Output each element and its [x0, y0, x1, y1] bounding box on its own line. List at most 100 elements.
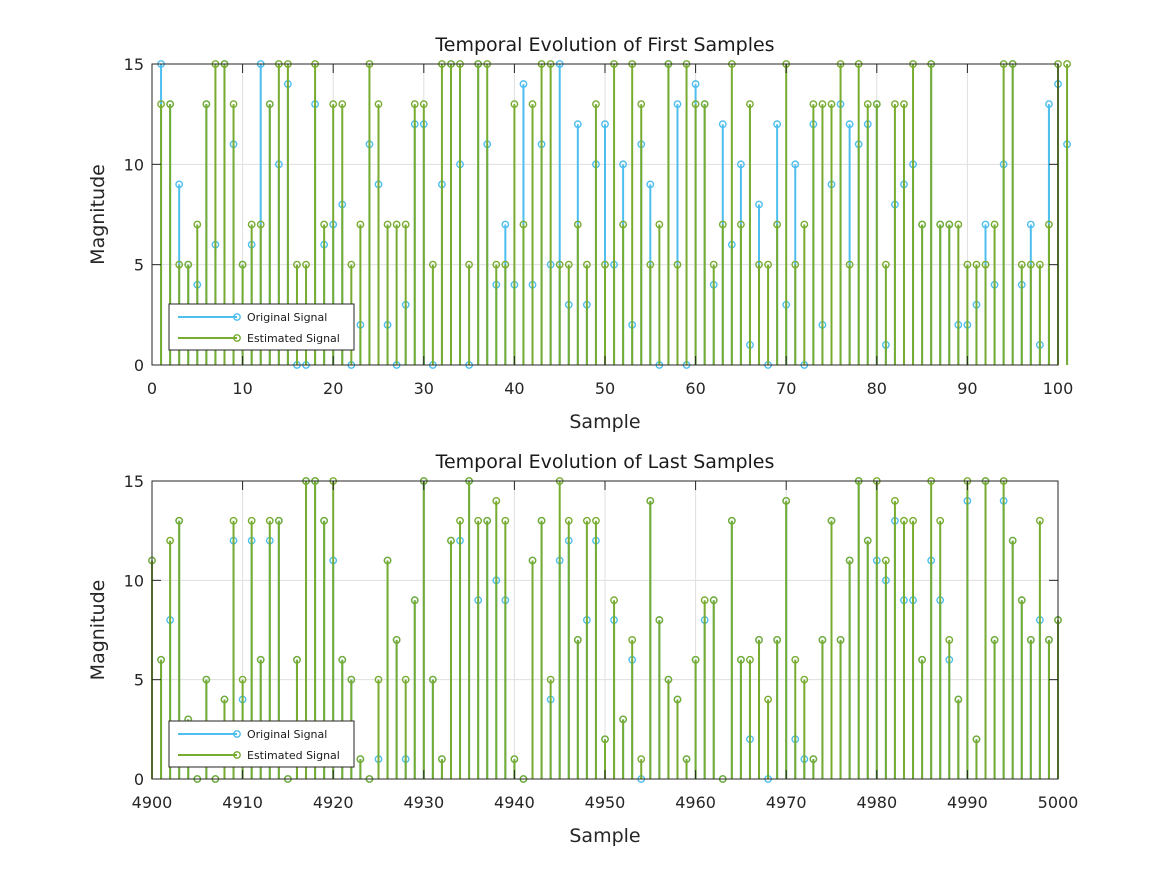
marker-estimated	[501, 516, 510, 525]
y-tick-label: 15	[124, 472, 144, 491]
x-tick-label: 40	[504, 379, 524, 398]
marker-estimated	[157, 100, 165, 109]
x-tick-label: 70	[776, 379, 796, 398]
marker-original	[619, 160, 628, 169]
marker-original	[673, 100, 682, 109]
marker-estimated	[773, 220, 782, 229]
marker-estimated	[338, 655, 347, 664]
y-tick-label: 10	[124, 571, 144, 590]
marker-estimated	[673, 695, 682, 704]
marker-estimated	[347, 260, 356, 269]
marker-estimated	[456, 516, 464, 525]
marker-estimated	[1026, 260, 1035, 269]
marker-estimated	[1045, 220, 1053, 229]
x-tick-label: 4990	[947, 793, 988, 812]
marker-estimated	[637, 100, 646, 109]
marker-original	[691, 80, 700, 88]
y-tick-label: 0	[134, 356, 144, 375]
marker-estimated	[755, 260, 763, 269]
marker-estimated	[265, 516, 274, 525]
marker-estimated	[845, 556, 854, 565]
marker-original	[519, 80, 528, 88]
marker-estimated	[746, 655, 754, 664]
marker-estimated	[972, 735, 981, 744]
y-tick-labels: 0 5 10 15	[124, 55, 144, 375]
marker-estimated	[175, 260, 184, 269]
marker-estimated	[637, 755, 646, 764]
marker-estimated	[628, 636, 637, 644]
x-tick-label: 4930	[403, 793, 444, 812]
legend-entry-estimated: Estimated Signal	[247, 332, 340, 345]
legend-marker-original	[233, 313, 241, 321]
marker-estimated	[229, 516, 238, 525]
marker-estimated	[438, 755, 446, 764]
marker-estimated	[963, 260, 972, 269]
x-tick-label: 4900	[132, 793, 173, 812]
ticks	[151, 63, 1059, 366]
marker-estimated	[338, 100, 347, 109]
x-tick-label: 80	[867, 379, 887, 398]
marker-estimated	[492, 260, 501, 269]
marker-estimated	[428, 260, 437, 269]
marker-estimated	[845, 260, 854, 269]
marker-estimated	[265, 100, 274, 109]
x-tick-label: 20	[323, 379, 343, 398]
x-tick-label: 4970	[766, 793, 807, 812]
marker-estimated	[274, 516, 283, 525]
marker-estimated	[184, 260, 193, 269]
marker-estimated	[809, 755, 818, 764]
legend-entry-original: Original Signal	[247, 311, 327, 324]
ticks	[151, 480, 1059, 780]
marker-original	[718, 120, 727, 129]
marker-estimated	[718, 220, 727, 229]
marker-estimated	[555, 260, 564, 269]
marker-original	[573, 120, 582, 129]
marker-estimated	[229, 100, 238, 109]
legend-box	[168, 303, 355, 351]
x-tick-label: 60	[685, 379, 705, 398]
x-tick-labels: 4900 4910 4920 4930 4940 4950 4960 4970 4980 4990…	[132, 793, 1079, 812]
marker-estimated	[836, 636, 845, 644]
marker-original	[646, 180, 655, 189]
marker-estimated	[709, 260, 718, 269]
marker-original	[845, 120, 854, 129]
marker-estimated	[918, 655, 926, 664]
x-tick-label: 90	[957, 379, 977, 398]
y-tick-label: 10	[124, 155, 144, 174]
marker-estimated	[881, 556, 890, 565]
marker-estimated	[727, 516, 736, 525]
marker-estimated	[157, 655, 165, 664]
marker-estimated	[546, 675, 555, 684]
marker-estimated	[891, 496, 899, 505]
marker-estimated	[809, 100, 818, 109]
marker-estimated	[510, 100, 519, 109]
marker-estimated	[818, 636, 827, 644]
marker-estimated	[646, 260, 655, 269]
marker-estimated	[682, 755, 691, 764]
x-tick-label: 30	[414, 379, 434, 398]
marker-estimated	[374, 675, 383, 684]
marker-estimated	[863, 100, 872, 109]
marker-estimated	[410, 596, 419, 605]
marker-estimated	[800, 675, 809, 684]
legend-marker-estimated	[233, 334, 241, 342]
marker-estimated	[220, 695, 229, 704]
marker-estimated	[247, 220, 256, 229]
marker-estimated	[564, 260, 573, 269]
marker-estimated	[945, 636, 954, 644]
marker-estimated	[238, 675, 247, 684]
legend-entry-original: Original Signal	[247, 728, 327, 741]
marker-estimated	[791, 260, 800, 269]
marker-estimated	[293, 260, 301, 269]
marker-estimated	[528, 556, 537, 565]
x-tick-label: 4910	[222, 793, 263, 812]
marker-estimated	[537, 516, 546, 525]
marker-original	[791, 160, 800, 169]
marker-estimated	[519, 220, 528, 229]
y-tick-label: 5	[134, 671, 144, 690]
marker-estimated	[601, 260, 609, 269]
marker-estimated	[383, 556, 392, 565]
marker-original	[755, 200, 763, 209]
marker-estimated	[356, 755, 365, 764]
